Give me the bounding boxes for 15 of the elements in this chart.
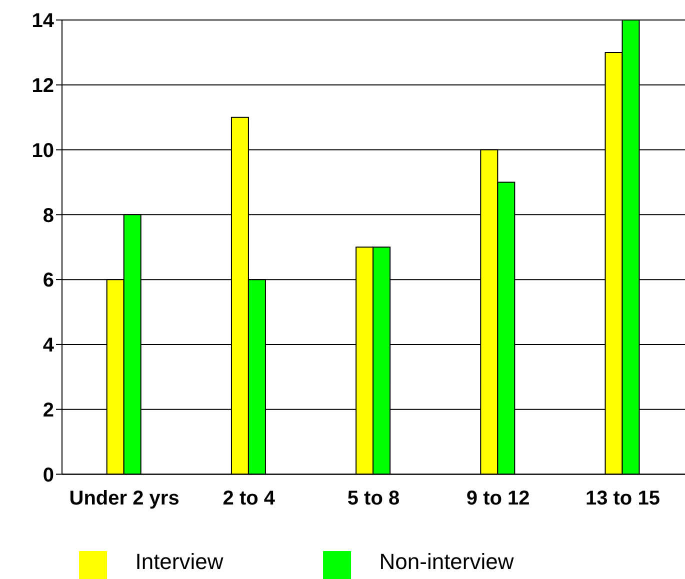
y-tick-label: 6 <box>42 270 54 292</box>
y-tick-label: 0 <box>42 464 54 486</box>
legend-label: Interview <box>135 549 224 574</box>
y-tick-label: 12 <box>32 74 54 97</box>
x-tick-label: 9 to 12 <box>466 487 530 510</box>
x-tick-label: Under 2 yrs <box>69 487 180 510</box>
x-tick-label: 13 to 15 <box>585 487 660 510</box>
y-tick-label: 14 <box>32 10 55 32</box>
y-tick-label: 8 <box>42 204 54 227</box>
x-tick-label: 5 to 8 <box>347 487 400 510</box>
y-tick-label: 2 <box>42 399 54 422</box>
y-tick-label: 10 <box>32 140 54 162</box>
legend-label: Non-interview <box>379 549 514 574</box>
x-tick-label: 2 to 4 <box>222 487 276 510</box>
y-tick-label: 4 <box>42 334 55 357</box>
